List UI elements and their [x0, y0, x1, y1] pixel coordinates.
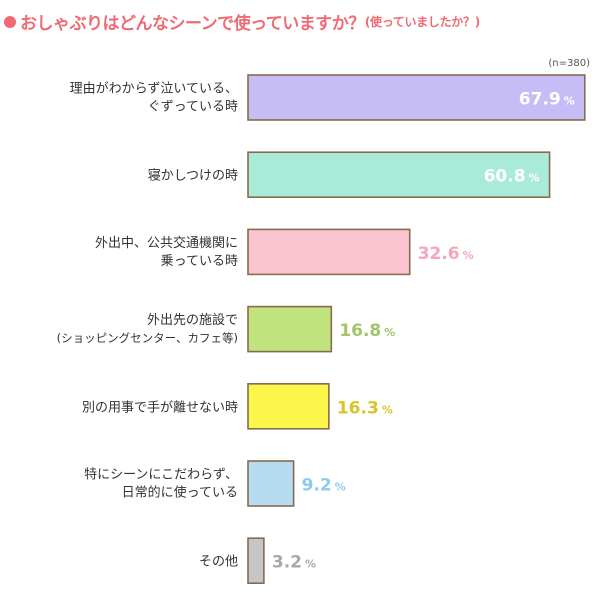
- category-label-2: 寝かしつけの時: [148, 168, 238, 184]
- category-label-6: 特にシーンにこだわらず、日常的に使っている: [84, 468, 238, 501]
- bar-2: [247, 151, 551, 198]
- bar-4: [247, 305, 333, 353]
- title-bullet-icon: [4, 15, 16, 28]
- value-label-6: 9.2%: [302, 476, 346, 496]
- value-label-4: 16.8%: [339, 321, 395, 341]
- value-label-1: 67.9%: [519, 90, 575, 110]
- value-label-3: 32.6%: [418, 244, 474, 264]
- bar-7: [247, 537, 265, 585]
- category-label-7: その他: [199, 555, 238, 570]
- value-label-2: 60.8%: [484, 167, 540, 187]
- category-label-1: 理由がわからず泣いている、ぐずっている時: [70, 82, 238, 115]
- bar-6: [247, 460, 295, 507]
- sample-size-note: (n=380): [548, 58, 590, 69]
- chart-title: おしゃぶりはどんなシーンで使っていますか？(使っていましたか？): [4, 9, 480, 35]
- category-label-5: 別の用事で手が離せない時: [82, 400, 238, 415]
- chart-title-text: おしゃぶりはどんなシーンで使っていますか？: [20, 14, 365, 34]
- bar-3: [247, 228, 411, 276]
- chart-subtitle: (使っていましたか？): [364, 15, 480, 29]
- value-label-5: 16.3%: [337, 398, 393, 418]
- bar-1: [247, 74, 586, 121]
- bar-5: [247, 382, 330, 430]
- category-label-4: 外出先の施設で(ショッピングセンター、カフェ等): [57, 312, 238, 345]
- value-label-7: 3.2%: [272, 553, 316, 573]
- category-label-3: 外出中、公共交通機関に乗っている時: [95, 235, 238, 269]
